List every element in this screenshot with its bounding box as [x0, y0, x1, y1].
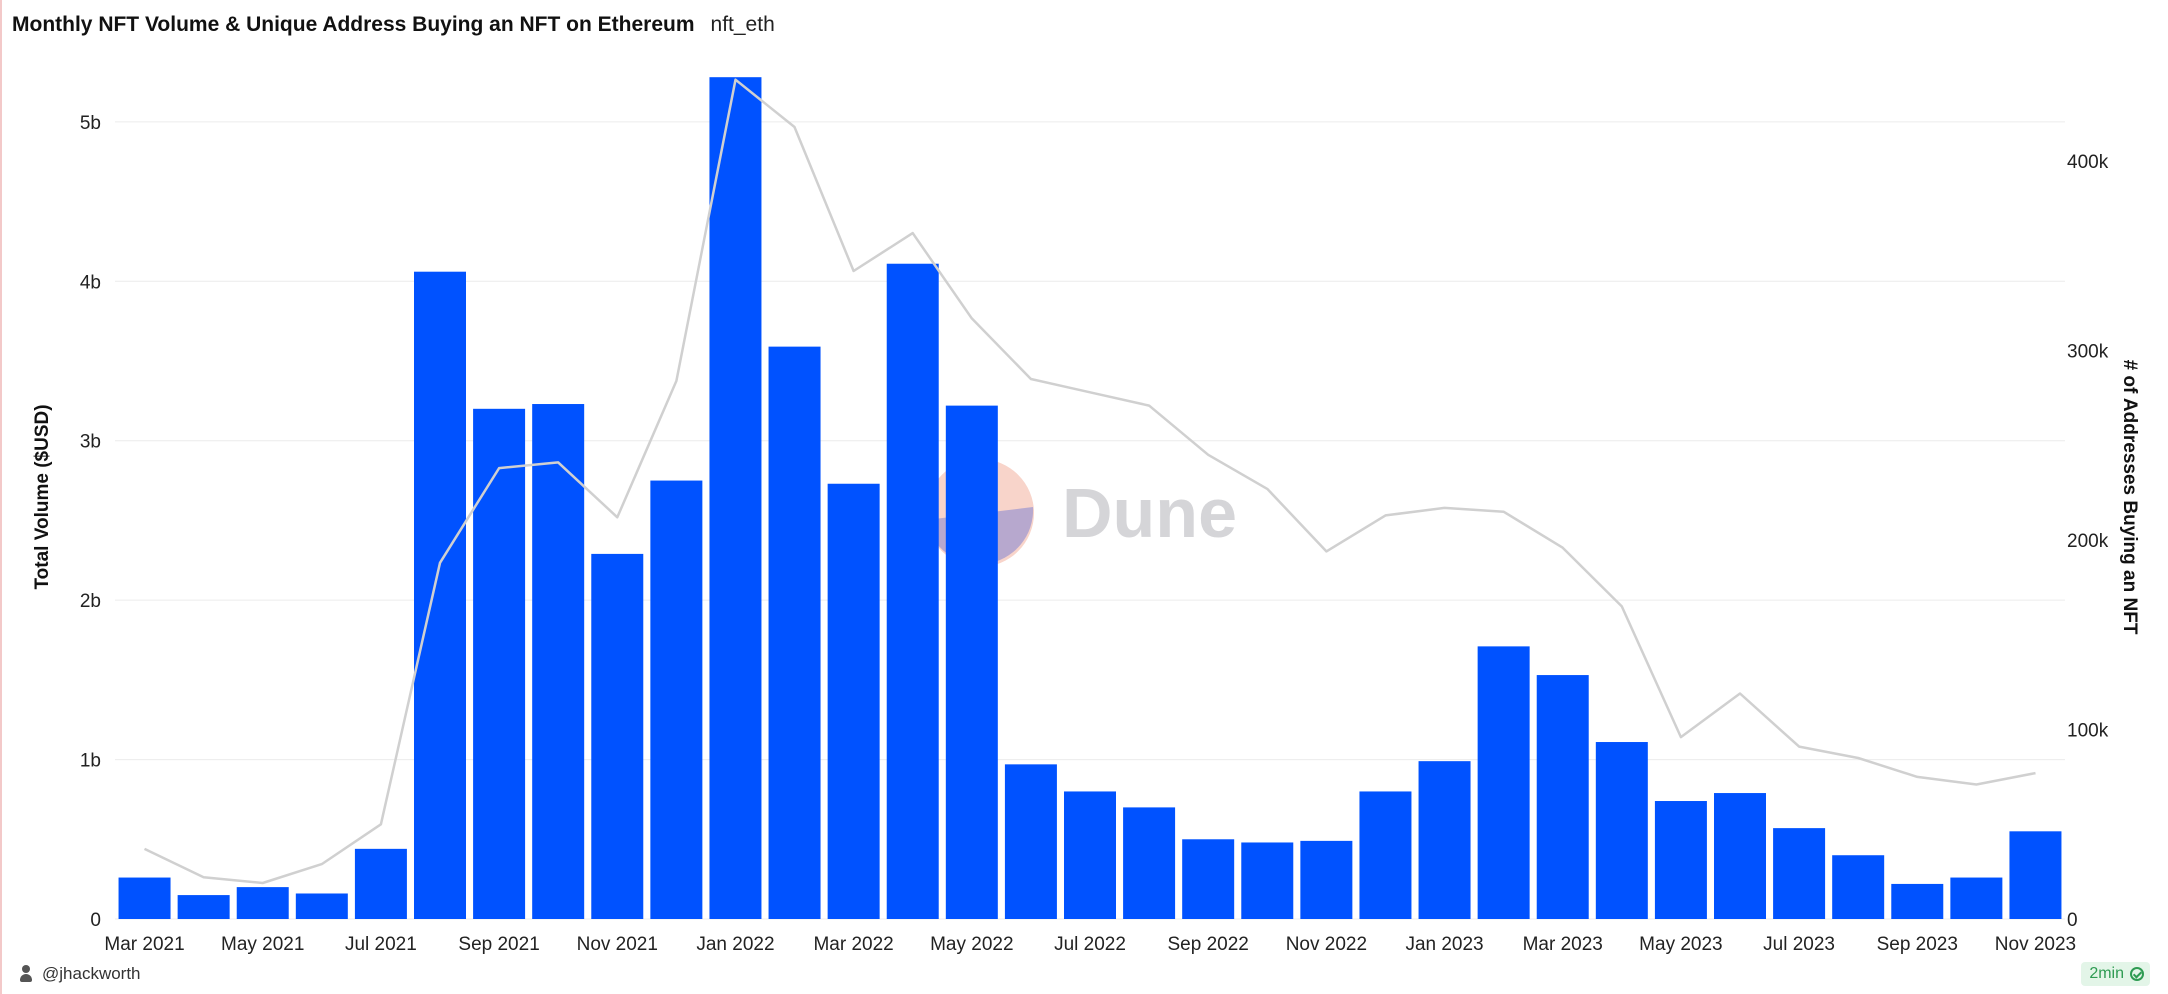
x-tick-label: Sep 2023 [1877, 934, 1958, 955]
right-axis-label: # of Addresses Buying an NFT [2119, 360, 2140, 635]
bar[interactable] [2009, 831, 2062, 919]
y2-tick-label: 0 [2067, 910, 2078, 931]
y-tick-label: 0 [90, 910, 101, 931]
x-tick-label: Mar 2022 [813, 934, 893, 955]
y-tick-label: 3b [80, 432, 101, 453]
bar[interactable] [295, 893, 348, 919]
refresh-time: 2min [2089, 965, 2124, 982]
right-axis-ticks: 0 100k 200k 300k 400k [2067, 152, 2109, 931]
y-tick-label: 5b [80, 113, 101, 134]
bar[interactable] [1477, 646, 1530, 919]
x-tick-label: May 2022 [930, 934, 1013, 955]
watermark-text: Dune [1062, 474, 1237, 552]
x-tick-label: Nov 2023 [1995, 934, 2076, 955]
x-tick-label: Sep 2022 [1168, 934, 1249, 955]
chart-title: Monthly NFT Volume & Unique Address Buyi… [12, 13, 695, 36]
chart-header: Monthly NFT Volume & Unique Address Buyi… [12, 8, 775, 42]
x-tick-label: May 2023 [1639, 934, 1722, 955]
bar[interactable] [1950, 877, 2003, 919]
line-path[interactable] [143, 78, 2036, 885]
left-axis-label: Total Volume ($USD) [32, 404, 53, 589]
y2-tick-label: 100k [2067, 721, 2109, 742]
chart: Dune 0 1b 2b 3b 4b 5b 0 100k 200k 300k 400k Mar 2… [32, 77, 2140, 955]
y-tick-label: 1b [80, 751, 101, 772]
x-axis-ticks: Mar 2021 May 2021 Jul 2021 Sep 2021 Nov 2021… [104, 934, 2076, 955]
bar[interactable] [886, 263, 939, 919]
x-tick-label: May 2021 [221, 934, 304, 955]
x-tick-label: Jul 2023 [1763, 934, 1835, 955]
x-tick-label: Mar 2021 [104, 934, 184, 955]
left-axis-ticks: 0 1b 2b 3b 4b 5b [80, 113, 101, 931]
x-tick-label: Nov 2022 [1286, 934, 1367, 955]
bar[interactable] [945, 405, 998, 919]
x-tick-label: Jul 2021 [345, 934, 417, 955]
bar[interactable] [1182, 839, 1235, 919]
bar[interactable] [709, 77, 762, 920]
bar[interactable] [1654, 801, 1707, 919]
x-tick-label: Sep 2021 [458, 934, 539, 955]
x-tick-label: Mar 2023 [1523, 934, 1603, 955]
query-name[interactable]: nft_eth [710, 13, 775, 36]
bar[interactable] [1536, 675, 1589, 919]
bar[interactable] [1300, 840, 1353, 919]
chart-footer: @jhackworth 2min [0, 960, 2168, 994]
user-avatar-icon [18, 964, 34, 984]
bar[interactable] [650, 480, 703, 919]
y2-tick-label: 300k [2067, 342, 2109, 363]
bar[interactable] [1004, 764, 1057, 919]
bar[interactable] [1418, 761, 1471, 919]
refresh-badge[interactable]: 2min [2081, 962, 2150, 986]
bar[interactable] [532, 404, 585, 919]
author-name: @jhackworth [42, 964, 141, 983]
bar[interactable] [591, 553, 644, 919]
bar[interactable] [768, 346, 821, 919]
y2-tick-label: 200k [2067, 531, 2109, 552]
bar[interactable] [1714, 793, 1766, 919]
author-link[interactable]: @jhackworth [18, 964, 141, 984]
x-tick-label: Jul 2022 [1054, 934, 1126, 955]
bar[interactable] [118, 877, 171, 919]
bar[interactable] [1595, 742, 1648, 919]
bar[interactable] [1773, 828, 1826, 919]
bar[interactable] [236, 887, 289, 919]
bar[interactable] [473, 408, 526, 919]
bar[interactable] [1123, 807, 1176, 919]
bar[interactable] [1241, 842, 1294, 919]
y2-tick-label: 400k [2067, 152, 2109, 173]
check-circle-icon [2130, 967, 2144, 981]
bar[interactable] [1359, 791, 1412, 919]
bar-series [118, 77, 2062, 920]
x-tick-label: Nov 2021 [577, 934, 658, 955]
x-tick-label: Jan 2023 [1405, 934, 1483, 955]
y-tick-label: 4b [80, 272, 101, 293]
left-edge-accent [0, 0, 2, 994]
line-series [143, 78, 2036, 885]
x-tick-label: Jan 2022 [696, 934, 774, 955]
bar[interactable] [354, 848, 407, 919]
bar[interactable] [1891, 883, 1944, 919]
bar[interactable] [827, 483, 880, 919]
bar[interactable] [414, 271, 466, 919]
bar[interactable] [1064, 791, 1116, 919]
bar[interactable] [1832, 855, 1885, 919]
y-tick-label: 2b [80, 591, 101, 612]
bar[interactable] [177, 895, 230, 919]
